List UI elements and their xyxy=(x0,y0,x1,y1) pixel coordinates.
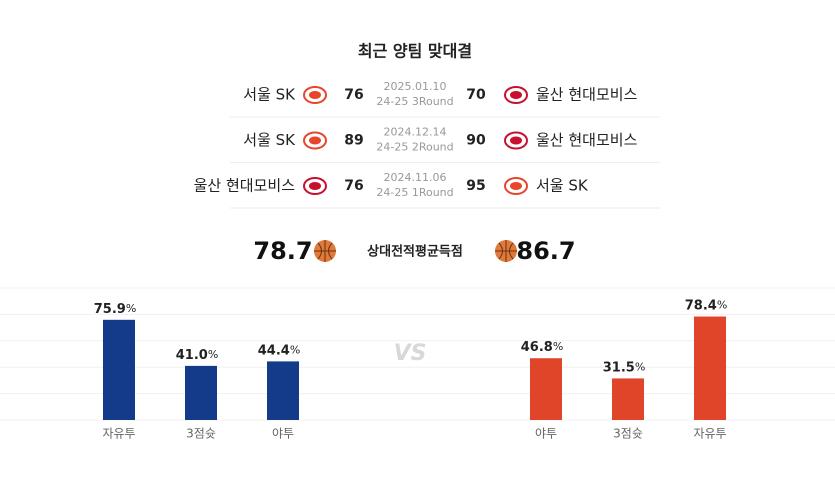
value-label: 31.5% xyxy=(603,360,646,375)
unit: % xyxy=(290,343,300,356)
bar xyxy=(694,316,726,420)
team-logo-inner xyxy=(309,182,321,190)
game-date: 2024.12.14 xyxy=(384,126,447,139)
avg-left: 78.7 xyxy=(253,237,312,265)
home-team: 서울 SK xyxy=(243,86,296,104)
x-tick-label: 야투 xyxy=(535,427,557,441)
away-score: 95 xyxy=(466,178,485,194)
title: 최근 양팀 맞대결 xyxy=(358,42,472,61)
x-tick-label: 야투 xyxy=(272,427,294,441)
x-tick-label: 자유투 xyxy=(693,427,726,441)
away-team: 울산 현대모비스 xyxy=(536,131,638,149)
unit: % xyxy=(717,299,727,312)
away-team: 울산 현대모비스 xyxy=(536,86,638,104)
team-logo-inner xyxy=(510,136,522,145)
value: 46.8 xyxy=(521,340,553,355)
value-label: 41.0% xyxy=(176,347,219,362)
team-logo-inner xyxy=(309,136,321,145)
value: 75.9 xyxy=(94,301,126,316)
team-logo-inner xyxy=(510,182,522,190)
unit: % xyxy=(635,360,645,373)
value: 78.4 xyxy=(685,298,717,313)
game-round: 24-25 1Round xyxy=(376,186,453,199)
value-label: 46.8% xyxy=(521,340,564,355)
bar xyxy=(530,358,562,420)
away-team: 서울 SK xyxy=(536,177,589,195)
vs: VS xyxy=(394,341,427,366)
game-round: 24-25 2Round xyxy=(376,141,453,154)
unit: % xyxy=(208,348,218,361)
x-tick-label: 3점슛 xyxy=(613,427,643,441)
home-score: 76 xyxy=(344,178,363,194)
game-round: 24-25 3Round xyxy=(376,95,453,108)
home-score: 76 xyxy=(344,87,363,103)
home-score: 89 xyxy=(344,133,363,149)
bar xyxy=(185,365,217,420)
away-score: 90 xyxy=(466,133,486,149)
home-team: 서울 SK xyxy=(243,131,296,149)
unit: % xyxy=(553,340,563,353)
team-logo-inner xyxy=(309,91,321,99)
avg-label: 상대전적평균득점 xyxy=(367,244,463,260)
value-label: 75.9% xyxy=(94,301,137,316)
bar xyxy=(103,319,135,420)
home-team: 울산 현대모비스 xyxy=(194,177,296,195)
unit: % xyxy=(126,302,136,315)
team-logo-inner xyxy=(510,91,522,99)
game-date: 2025.01.10 xyxy=(384,80,447,93)
x-tick-label: 자유투 xyxy=(102,427,135,441)
bar xyxy=(267,361,299,420)
ball-lines xyxy=(495,240,517,262)
value-label: 78.4% xyxy=(685,298,728,313)
away-score: 70 xyxy=(466,87,486,103)
x-tick-label: 3점슛 xyxy=(186,427,216,441)
value: 31.5 xyxy=(603,360,635,375)
ball-lines xyxy=(314,240,336,262)
value: 41.0 xyxy=(176,347,208,362)
bar xyxy=(612,378,644,420)
value-label: 44.4% xyxy=(258,343,301,358)
avg-right: 86.7 xyxy=(516,237,575,265)
game-date: 2024.11.06 xyxy=(384,171,447,184)
value: 44.4 xyxy=(258,343,290,358)
